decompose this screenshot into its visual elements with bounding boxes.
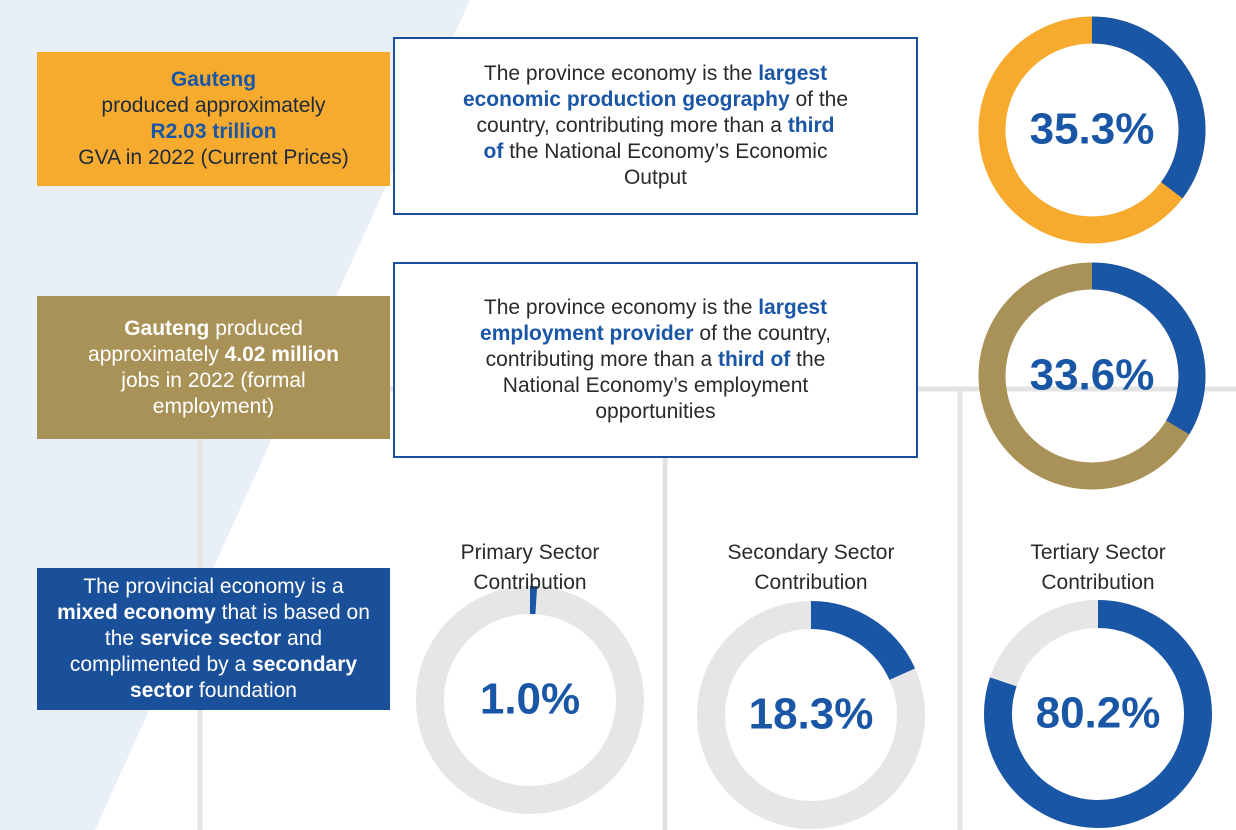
text: and bbox=[281, 627, 323, 650]
title-line: Contribution bbox=[1041, 571, 1155, 594]
bold-text: secondary bbox=[252, 653, 358, 676]
bold-text: third of bbox=[717, 348, 791, 371]
text: of the country, bbox=[693, 322, 831, 345]
text-line: Output bbox=[624, 165, 687, 191]
text-line: Gauteng bbox=[171, 67, 256, 93]
title-line: Tertiary Sector bbox=[1030, 541, 1166, 564]
text: complimented by a bbox=[69, 653, 253, 676]
text: opportunities bbox=[595, 400, 716, 423]
text-line: The province economy is the largest bbox=[484, 61, 827, 87]
text: Output bbox=[623, 166, 688, 189]
title-line: Contribution bbox=[754, 571, 868, 594]
text-line: Gauteng produced bbox=[124, 316, 303, 342]
text: that is based on bbox=[215, 601, 370, 624]
text: jobs in 2022 (formal bbox=[121, 368, 306, 392]
donut-label: 80.2% bbox=[1036, 689, 1161, 738]
bold-text: 4.02 million bbox=[224, 342, 339, 366]
text: The province economy is the bbox=[483, 62, 759, 85]
bold-text: Gauteng bbox=[124, 316, 210, 340]
donut-arc bbox=[1091, 16, 1206, 199]
text: produced approximately bbox=[101, 94, 326, 117]
donut-label: 1.0% bbox=[480, 675, 580, 724]
bold-text: R2.03 trillion bbox=[150, 120, 277, 143]
sector-title: Tertiary Sector Contribution bbox=[958, 538, 1236, 598]
text-line: economic production geography of the bbox=[463, 87, 848, 113]
text: The province economy is the bbox=[483, 296, 759, 319]
text-line: the service sector and bbox=[105, 626, 322, 652]
text-line: employment provider of the country, bbox=[480, 321, 831, 347]
text: National Economy’s employment bbox=[502, 374, 809, 397]
text-line: National Economy’s employment bbox=[503, 373, 808, 399]
text-line: country, contributing more than a third bbox=[477, 113, 835, 139]
sector-title: Primary Sector Contribution bbox=[390, 538, 670, 598]
text-line: The provincial economy is a bbox=[83, 574, 343, 600]
text: contributing more than a bbox=[485, 348, 718, 371]
text: of the bbox=[789, 88, 849, 111]
bold-text: of bbox=[483, 140, 504, 163]
bold-text: employment provider bbox=[480, 322, 694, 345]
text-line: GVA in 2022 (Current Prices) bbox=[78, 145, 348, 171]
text: The provincial economy is a bbox=[83, 575, 344, 598]
bold-text: largest bbox=[758, 62, 828, 85]
title-line: Contribution bbox=[473, 571, 587, 594]
sector-intro-box: The provincial economy is a mixed economy… bbox=[37, 568, 390, 710]
donut-arc bbox=[810, 601, 916, 681]
highlight-box: Gauteng produced approximately 4.02 milli… bbox=[37, 296, 390, 439]
bold-text: economic production geography bbox=[462, 88, 790, 111]
text: GVA in 2022 (Current Prices) bbox=[78, 146, 349, 169]
sector-title: Secondary Sector Contribution bbox=[671, 538, 951, 598]
bold-text: sector bbox=[130, 679, 194, 702]
text: employment) bbox=[152, 394, 275, 418]
title-line: Secondary Sector bbox=[727, 541, 895, 564]
text-line: contributing more than a third of the bbox=[486, 347, 826, 373]
bold-text: third bbox=[787, 114, 835, 137]
donut-label: 18.3% bbox=[749, 690, 874, 739]
text: produced bbox=[209, 316, 303, 340]
donut-arc bbox=[984, 600, 1212, 828]
description-box: The province economy is the largest emplo… bbox=[393, 262, 918, 458]
text-line: mixed economy that is based on bbox=[57, 600, 370, 626]
title-line: Primary Sector bbox=[460, 541, 600, 564]
donut-label: 35.3% bbox=[1030, 105, 1155, 154]
text: country, contributing more than a bbox=[476, 114, 788, 137]
text: foundation bbox=[193, 679, 297, 702]
text-line: approximately 4.02 million bbox=[88, 342, 339, 368]
bold-text: Gauteng bbox=[170, 68, 257, 91]
text-line: produced approximately bbox=[101, 93, 325, 119]
text-line: The province economy is the largest bbox=[484, 295, 827, 321]
bold-text: service sector bbox=[139, 627, 282, 650]
donut-arc bbox=[1091, 262, 1206, 435]
text-line: complimented by a secondary bbox=[70, 652, 357, 678]
description-box: The province economy is the largest econo… bbox=[393, 37, 918, 215]
text: the bbox=[104, 627, 140, 650]
text-line: of the National Economy’s Economic bbox=[484, 139, 828, 165]
bold-text: largest bbox=[758, 296, 828, 319]
donut-label: 33.6% bbox=[1030, 351, 1155, 400]
text-line: R2.03 trillion bbox=[150, 119, 276, 145]
text: approximately bbox=[88, 342, 225, 366]
text-line: jobs in 2022 (formal bbox=[121, 368, 305, 394]
text-line: employment) bbox=[153, 394, 274, 420]
text: the bbox=[790, 348, 826, 371]
highlight-box: Gauteng produced approximately R2.03 trill… bbox=[37, 52, 390, 186]
text-line: sector foundation bbox=[130, 678, 297, 704]
text: the National Economy’s Economic bbox=[503, 140, 828, 163]
text-line: opportunities bbox=[595, 399, 715, 425]
bold-text: mixed economy bbox=[57, 601, 216, 624]
